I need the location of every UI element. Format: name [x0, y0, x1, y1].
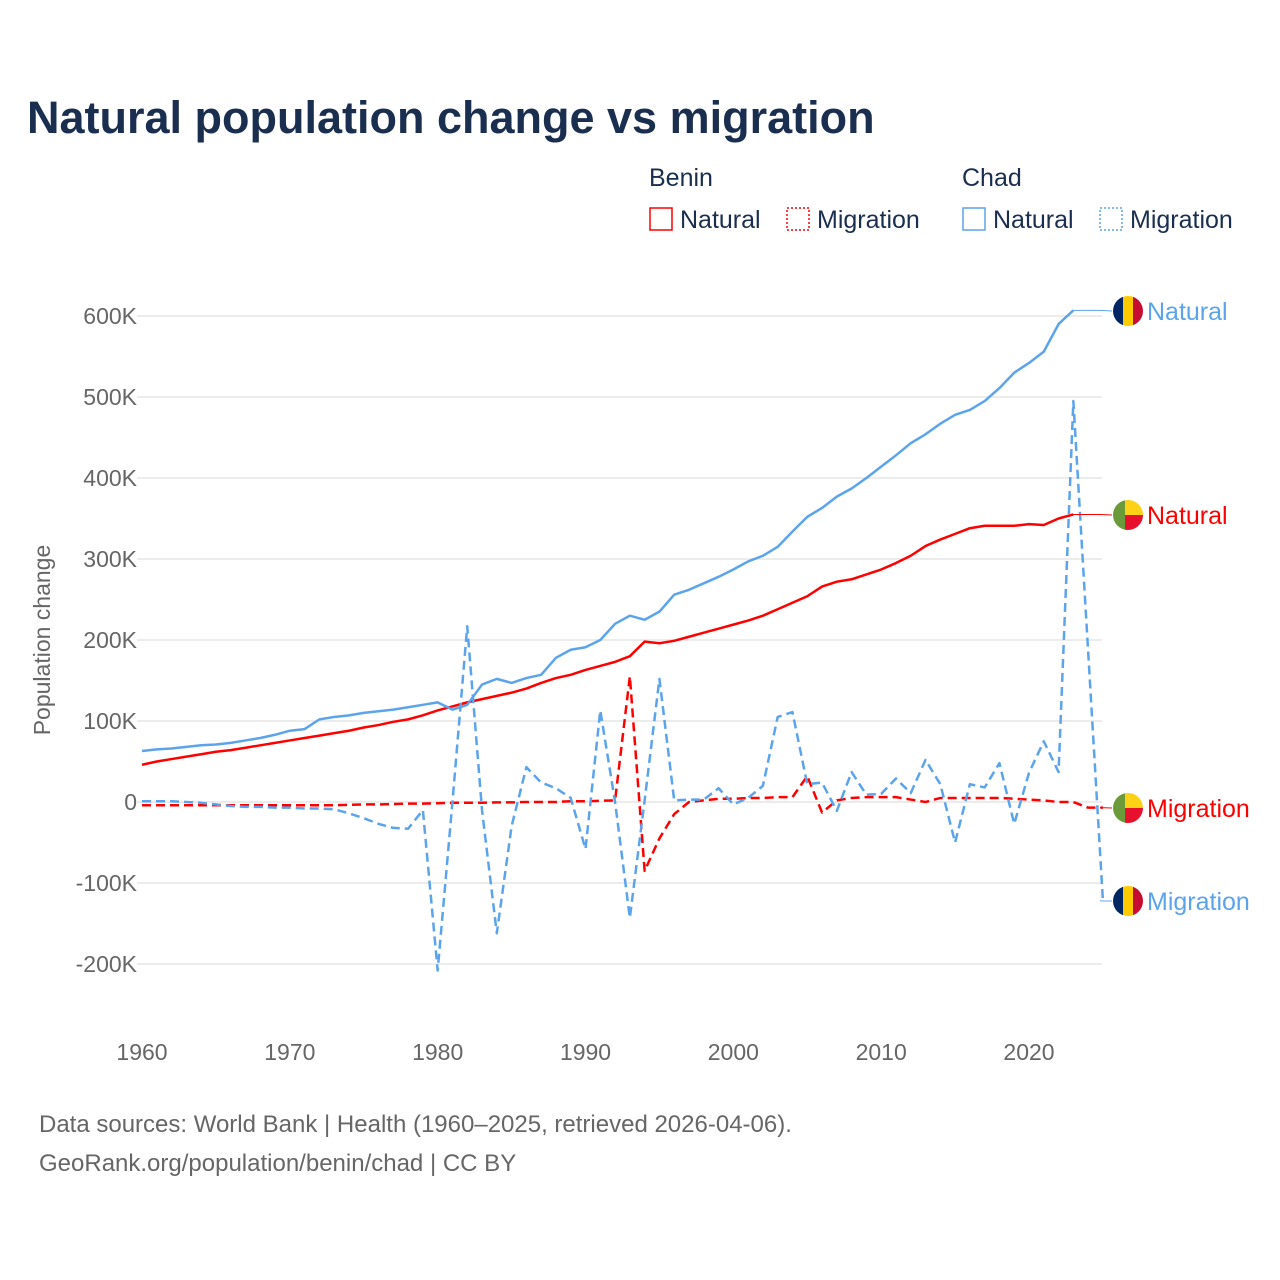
end-label: Migration	[1147, 795, 1250, 823]
chad-flag-icon	[1113, 886, 1143, 916]
legend: Benin Natural Migration Chad Natural Migratio…	[649, 164, 1233, 234]
legend-swatch-dotted	[786, 207, 810, 231]
flag-fill	[1113, 500, 1143, 530]
source-line-2[interactable]: GeoRank.org/population/benin/chad | CC B…	[39, 1150, 516, 1177]
benin-flag-icon	[1113, 793, 1143, 823]
y-tick-label: 300K	[83, 546, 137, 572]
y-axis-ticks: -200K -100K 0 100K 200K 300K 400K 500K 600K	[76, 303, 138, 977]
legend-group-title: Chad	[962, 164, 1022, 192]
x-tick-label: 2020	[1003, 1039, 1054, 1065]
flag-yellow	[1125, 793, 1143, 808]
chad-flag-icon	[1113, 296, 1143, 326]
flag-green	[1113, 500, 1125, 530]
flag-blue	[1113, 296, 1123, 326]
legend-swatch-solid	[962, 207, 986, 231]
flag-red	[1133, 296, 1143, 326]
flag-yellow	[1125, 500, 1143, 515]
y-tick-label: -100K	[76, 870, 138, 896]
end-label-connector	[1073, 513, 1113, 516]
benin-natural-line	[141, 513, 1074, 766]
flag-red	[1125, 808, 1143, 823]
chart-title: Natural population change vs migration	[27, 92, 875, 143]
y-tick-label: 600K	[83, 303, 137, 329]
x-tick-label: 2010	[856, 1039, 907, 1065]
y-tick-label: 200K	[83, 627, 137, 653]
x-tick-label: 1990	[560, 1039, 611, 1065]
legend-item-label: Migration	[1130, 206, 1233, 234]
flag-red	[1133, 886, 1143, 916]
flag-yellow	[1123, 886, 1133, 916]
y-tick-label: 100K	[83, 708, 137, 734]
flag-green	[1113, 793, 1125, 823]
flag-blue	[1113, 886, 1123, 916]
flag-fill	[1113, 793, 1143, 823]
end-label: Migration	[1147, 888, 1250, 916]
end-label: Natural	[1147, 502, 1228, 530]
x-tick-label: 2000	[708, 1039, 759, 1065]
flag-fill	[1113, 296, 1143, 326]
legend-swatch-dotted	[1099, 207, 1123, 231]
legend-item-label: Migration	[817, 206, 920, 234]
flag-yellow	[1123, 296, 1133, 326]
source-line-1: Data sources: World Bank | Health (1960–…	[39, 1111, 792, 1138]
benin-flag-icon	[1113, 500, 1143, 530]
end-label: Natural	[1147, 298, 1228, 326]
legend-item-label: Natural	[680, 206, 761, 234]
legend-group-title: Benin	[649, 164, 713, 192]
y-axis-label: Population change	[29, 545, 55, 736]
y-tick-label: 0	[124, 789, 137, 815]
chad-migration-line	[142, 399, 1105, 972]
x-tick-label: 1960	[116, 1039, 167, 1065]
chad-natural-line	[141, 309, 1075, 753]
end-label-connector	[1073, 309, 1113, 312]
series-lines	[141, 309, 1105, 972]
legend-swatch-solid	[649, 207, 673, 231]
x-tick-label: 1980	[412, 1039, 463, 1065]
legend-item-label: Natural	[993, 206, 1074, 234]
gridlines	[137, 315, 1102, 965]
x-tick-label: 1970	[264, 1039, 315, 1065]
benin-migration-line	[142, 675, 1103, 873]
y-tick-label: 400K	[83, 465, 137, 491]
y-tick-label: 500K	[83, 384, 137, 410]
flag-fill	[1113, 886, 1143, 916]
flag-red	[1125, 515, 1143, 530]
y-tick-label: -200K	[76, 951, 138, 977]
end-labels: Natural Migration Natural Migration	[1073, 296, 1250, 916]
x-axis-ticks: 1960 1970 1980 1990 2000 2010 2020	[116, 1039, 1054, 1065]
